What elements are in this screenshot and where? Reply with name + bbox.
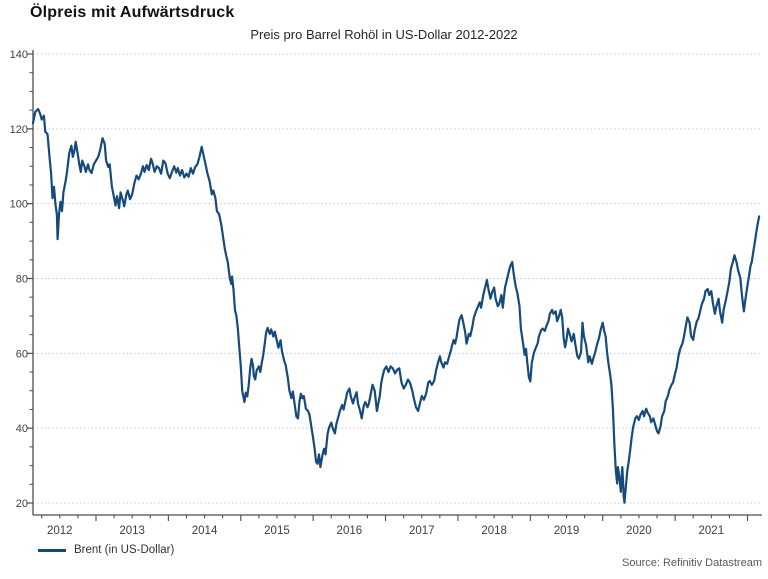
x-axis-tick-label: 2021 — [699, 525, 725, 537]
x-axis-tick-label: 2016 — [337, 525, 363, 537]
x-axis-tick-label: 2020 — [626, 525, 652, 537]
x-axis-tick-label: 2012 — [47, 525, 73, 537]
x-axis-tick-label: 2017 — [409, 525, 435, 537]
x-axis-tick-label: 2019 — [554, 525, 580, 537]
page-title: Ölpreis mit Aufwärtsdruck — [30, 4, 235, 21]
y-axis-tick-label: 80 — [16, 274, 28, 286]
y-axis-tick-label: 100 — [10, 199, 28, 211]
legend: Brent (in US-Dollar) — [38, 544, 174, 556]
chart-subtitle: Preis pro Barrel Rohöl in US-Dollar 2012… — [250, 27, 518, 42]
price-line-series — [31, 107, 761, 504]
legend-label: Brent (in US-Dollar) — [74, 544, 175, 556]
y-axis-tick-label: 20 — [16, 498, 28, 510]
y-axis-tick-label: 40 — [16, 423, 28, 435]
x-axis-tick-label: 2014 — [192, 525, 218, 537]
x-axis-tick-label: 2018 — [481, 525, 507, 537]
x-axis-tick-label: 2013 — [119, 525, 145, 537]
legend-line-icon — [38, 548, 66, 552]
y-axis-tick-label: 140 — [10, 49, 28, 61]
y-axis-tick-label: 120 — [10, 124, 28, 136]
source-attribution: Source: Refinitiv Datastream — [622, 557, 762, 569]
y-axis-tick-label: 60 — [16, 348, 28, 360]
x-axis-tick-label: 2015 — [264, 525, 290, 537]
